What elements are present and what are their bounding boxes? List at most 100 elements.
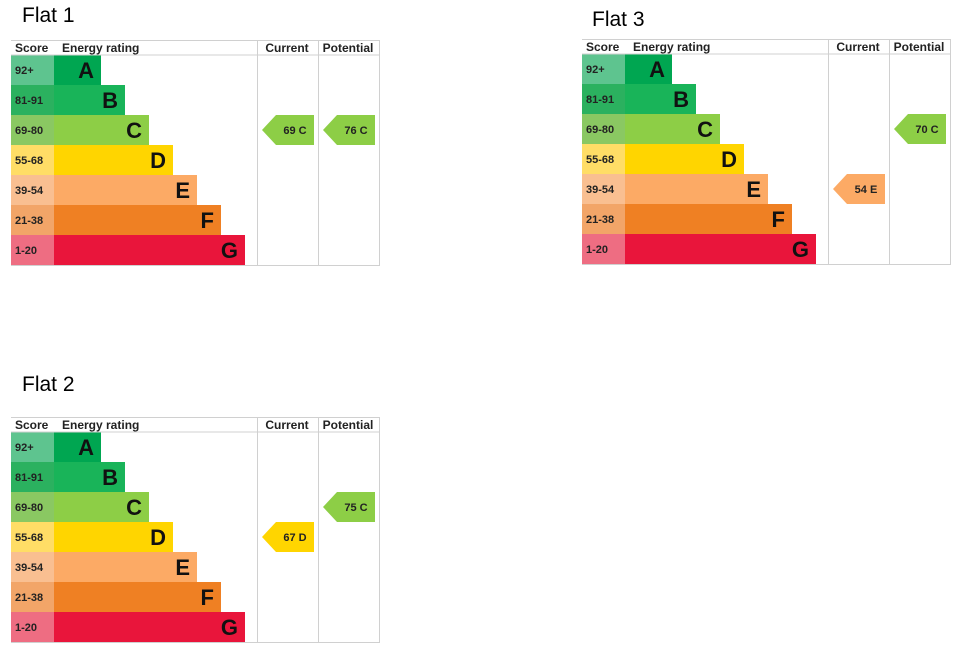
potential-rating-indicator: 75 C: [323, 492, 375, 522]
band-row-d: 55-68 D: [11, 145, 173, 175]
flat-1-epc-chart: Score Energy rating Current Potential 92+ A 81…: [11, 40, 380, 266]
band-row-e: 39-54 E: [11, 175, 197, 205]
score-range-label: 92+: [15, 442, 34, 454]
score-range-label: 92+: [586, 64, 605, 76]
rating-letter: F: [772, 207, 785, 232]
flat-2-title: Flat 2: [22, 373, 75, 396]
score-range-label: 55-68: [586, 154, 614, 166]
score-cell: [11, 205, 54, 235]
current-rating-indicator: 67 D: [262, 522, 314, 552]
score-range-label: 21-38: [586, 214, 614, 226]
potential-arrow-marker: [323, 492, 375, 522]
band-row-a: 92+ A: [11, 432, 101, 462]
score-cell: [11, 522, 54, 552]
band-row-c: 69-80 C: [11, 492, 149, 522]
score-cell: [11, 462, 54, 492]
rating-bar-f: [54, 582, 221, 612]
band-row-f: 21-38 F: [11, 205, 221, 235]
score-range-label: 21-38: [15, 215, 43, 227]
rating-bar-b: [54, 85, 125, 115]
score-range-label: 69-80: [15, 502, 43, 514]
score-cell: [11, 552, 54, 582]
band-row-g: 1-20 G: [582, 234, 816, 264]
band-row-d: 55-68 D: [11, 522, 173, 552]
rating-bar-b: [625, 84, 696, 114]
current-rating-indicator: 54 E: [833, 174, 885, 204]
rating-bar-g: [54, 235, 245, 265]
flat-3-epc-chart: Score Energy rating Current Potential 92+ A 81…: [582, 39, 951, 265]
score-cell: [582, 144, 625, 174]
score-range-label: 1-20: [15, 622, 37, 634]
current-rating-label: 69 C: [283, 125, 306, 137]
rating-bar-e: [54, 552, 197, 582]
potential-rating-indicator: 70 C: [894, 114, 946, 144]
score-range-label: 39-54: [15, 562, 44, 574]
rating-letter: E: [175, 178, 190, 203]
score-range-label: 69-80: [586, 124, 614, 136]
rating-letter: A: [649, 57, 665, 82]
potential-rating-indicator: 76 C: [323, 115, 375, 145]
header-current: Current: [265, 41, 308, 55]
rating-letter: B: [102, 88, 118, 113]
rating-letter: C: [697, 117, 713, 142]
rating-bar-g: [54, 612, 245, 642]
band-row-b: 81-91 B: [582, 84, 696, 114]
flat-1-title: Flat 1: [22, 4, 75, 27]
score-range-label: 55-68: [15, 155, 43, 167]
score-range-label: 21-38: [15, 592, 43, 604]
flat-2-epc-chart: Score Energy rating Current Potential 92+ A 81…: [11, 417, 380, 643]
score-range-label: 1-20: [15, 245, 37, 257]
header-potential: Potential: [894, 40, 945, 54]
score-cell: [11, 432, 54, 462]
band-row-g: 1-20 G: [11, 235, 245, 265]
rating-letter: D: [150, 525, 166, 550]
rating-letter: F: [201, 585, 214, 610]
current-arrow-marker: [262, 522, 314, 552]
score-range-label: 55-68: [15, 532, 43, 544]
score-range-label: 81-91: [15, 472, 43, 484]
flat-3-title: Flat 3: [592, 8, 645, 31]
band-row-g: 1-20 G: [11, 612, 245, 642]
score-cell: [11, 612, 54, 642]
band-row-b: 81-91 B: [11, 85, 125, 115]
band-row-a: 92+ A: [11, 55, 101, 85]
band-row-c: 69-80 C: [11, 115, 149, 145]
rating-bar-g: [625, 234, 816, 264]
rating-letter: D: [150, 148, 166, 173]
score-cell: [11, 492, 54, 522]
band-row-b: 81-91 B: [11, 462, 125, 492]
score-cell: [582, 234, 625, 264]
rating-letter: B: [673, 87, 689, 112]
rating-bar-f: [54, 205, 221, 235]
score-cell: [582, 204, 625, 234]
score-cell: [11, 85, 54, 115]
band-row-e: 39-54 E: [11, 552, 197, 582]
header-rating: Energy rating: [633, 40, 710, 54]
rating-letter: B: [102, 465, 118, 490]
current-rating-label: 54 E: [855, 184, 878, 196]
score-cell: [582, 174, 625, 204]
current-rating-indicator: 69 C: [262, 115, 314, 145]
score-cell: [582, 54, 625, 84]
header-potential: Potential: [323, 418, 374, 432]
header-score: Score: [15, 41, 49, 55]
rating-bar-d: [625, 144, 744, 174]
rating-bar-f: [625, 204, 792, 234]
rating-letter: A: [78, 58, 94, 83]
band-row-f: 21-38 F: [582, 204, 792, 234]
header-current: Current: [265, 418, 308, 432]
rating-bar-d: [54, 522, 173, 552]
rating-letter: C: [126, 118, 142, 143]
current-rating-label: 67 D: [283, 532, 306, 544]
score-range-label: 39-54: [15, 185, 44, 197]
potential-rating-label: 75 C: [344, 502, 367, 514]
score-range-label: 81-91: [15, 95, 43, 107]
current-arrow-marker: [833, 174, 885, 204]
score-cell: [11, 235, 54, 265]
rating-letter: A: [78, 435, 94, 460]
header-score: Score: [586, 40, 620, 54]
band-row-a: 92+ A: [582, 54, 672, 84]
score-cell: [11, 145, 54, 175]
